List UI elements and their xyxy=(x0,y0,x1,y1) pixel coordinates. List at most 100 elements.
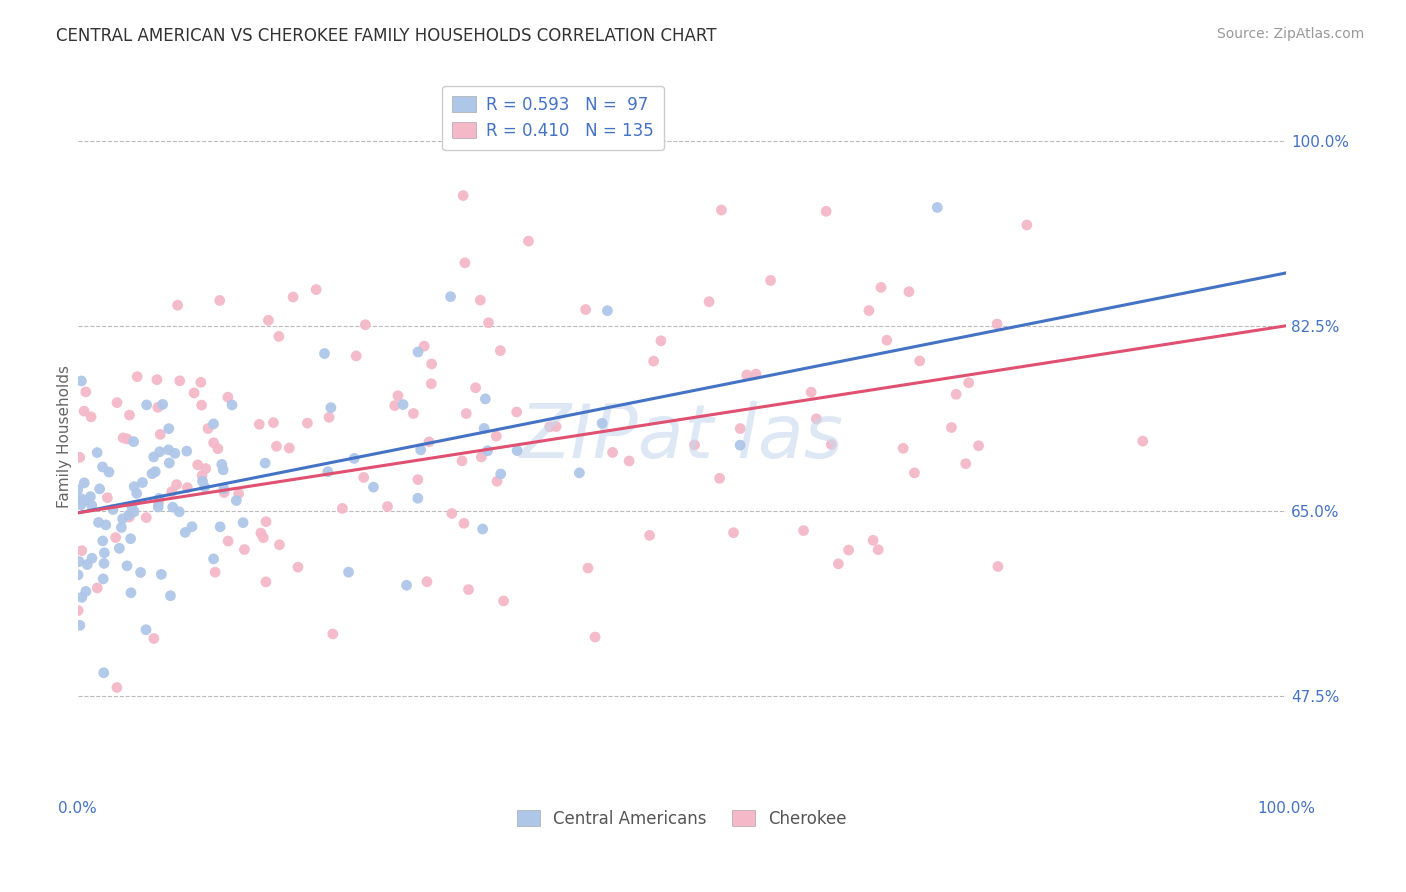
Point xyxy=(190,398,212,412)
Point xyxy=(73,475,96,490)
Point xyxy=(75,384,97,399)
Point xyxy=(1132,434,1154,449)
Point xyxy=(986,317,1008,331)
Point xyxy=(409,442,432,457)
Point xyxy=(75,493,97,508)
Point xyxy=(617,454,640,468)
Point xyxy=(377,500,399,514)
Point xyxy=(728,438,751,452)
Point xyxy=(120,532,142,546)
Point xyxy=(638,528,661,542)
Point xyxy=(416,574,439,589)
Point xyxy=(225,493,247,508)
Point xyxy=(183,386,205,401)
Point xyxy=(453,516,475,531)
Point xyxy=(127,369,149,384)
Point xyxy=(406,491,429,506)
Point xyxy=(440,507,463,521)
Point xyxy=(181,519,204,533)
Point xyxy=(217,390,239,404)
Point xyxy=(477,316,499,330)
Point xyxy=(470,293,492,307)
Point xyxy=(471,522,494,536)
Point xyxy=(93,665,115,680)
Point xyxy=(96,491,118,505)
Point xyxy=(176,444,198,458)
Point xyxy=(250,526,273,541)
Point xyxy=(957,376,980,390)
Point xyxy=(157,456,180,470)
Point xyxy=(266,439,288,453)
Point xyxy=(217,534,239,549)
Point xyxy=(157,442,180,457)
Point xyxy=(384,399,406,413)
Point xyxy=(927,201,949,215)
Point xyxy=(112,431,135,445)
Point xyxy=(150,567,173,582)
Point xyxy=(322,627,344,641)
Point xyxy=(485,475,508,489)
Point xyxy=(697,294,720,309)
Point xyxy=(135,510,157,524)
Point xyxy=(87,516,110,530)
Text: CENTRAL AMERICAN VS CHEROKEE FAMILY HOUSEHOLDS CORRELATION CHART: CENTRAL AMERICAN VS CHEROKEE FAMILY HOUS… xyxy=(56,27,717,45)
Point xyxy=(80,409,103,424)
Point xyxy=(254,456,277,470)
Point xyxy=(70,491,93,506)
Point xyxy=(252,531,274,545)
Point xyxy=(544,419,567,434)
Point xyxy=(89,482,111,496)
Text: ZIPat las: ZIPat las xyxy=(520,401,844,473)
Point xyxy=(316,465,339,479)
Point xyxy=(820,437,842,451)
Point xyxy=(387,389,409,403)
Point xyxy=(167,505,190,519)
Point xyxy=(281,290,304,304)
Point xyxy=(538,419,561,434)
Point xyxy=(66,483,89,497)
Point xyxy=(987,559,1010,574)
Point xyxy=(870,280,893,294)
Point xyxy=(93,546,115,560)
Point xyxy=(454,256,477,270)
Point xyxy=(80,499,103,513)
Point xyxy=(228,486,250,500)
Point xyxy=(576,561,599,575)
Point xyxy=(209,520,232,534)
Point xyxy=(118,408,141,422)
Point xyxy=(439,290,461,304)
Point xyxy=(728,421,751,435)
Point xyxy=(105,681,128,695)
Point xyxy=(815,204,838,219)
Point xyxy=(456,407,478,421)
Point xyxy=(162,500,184,515)
Point xyxy=(105,395,128,409)
Point xyxy=(86,445,108,459)
Point xyxy=(723,525,745,540)
Point xyxy=(297,416,319,430)
Point xyxy=(163,446,186,460)
Point xyxy=(118,508,141,522)
Legend: Central Americans, Cherokee: Central Americans, Cherokee xyxy=(510,803,853,835)
Point xyxy=(489,467,512,481)
Point xyxy=(233,542,256,557)
Point xyxy=(152,397,174,411)
Point xyxy=(166,477,188,491)
Point xyxy=(827,557,849,571)
Point xyxy=(91,533,114,548)
Point xyxy=(176,481,198,495)
Point xyxy=(745,367,768,381)
Point xyxy=(121,500,143,514)
Point xyxy=(159,589,181,603)
Point xyxy=(474,392,496,406)
Point xyxy=(402,407,425,421)
Point xyxy=(149,444,172,458)
Point xyxy=(148,491,170,506)
Point xyxy=(191,474,214,488)
Point xyxy=(221,398,243,412)
Point xyxy=(86,581,108,595)
Point xyxy=(75,584,97,599)
Point xyxy=(413,339,436,353)
Point xyxy=(908,354,931,368)
Point xyxy=(477,443,499,458)
